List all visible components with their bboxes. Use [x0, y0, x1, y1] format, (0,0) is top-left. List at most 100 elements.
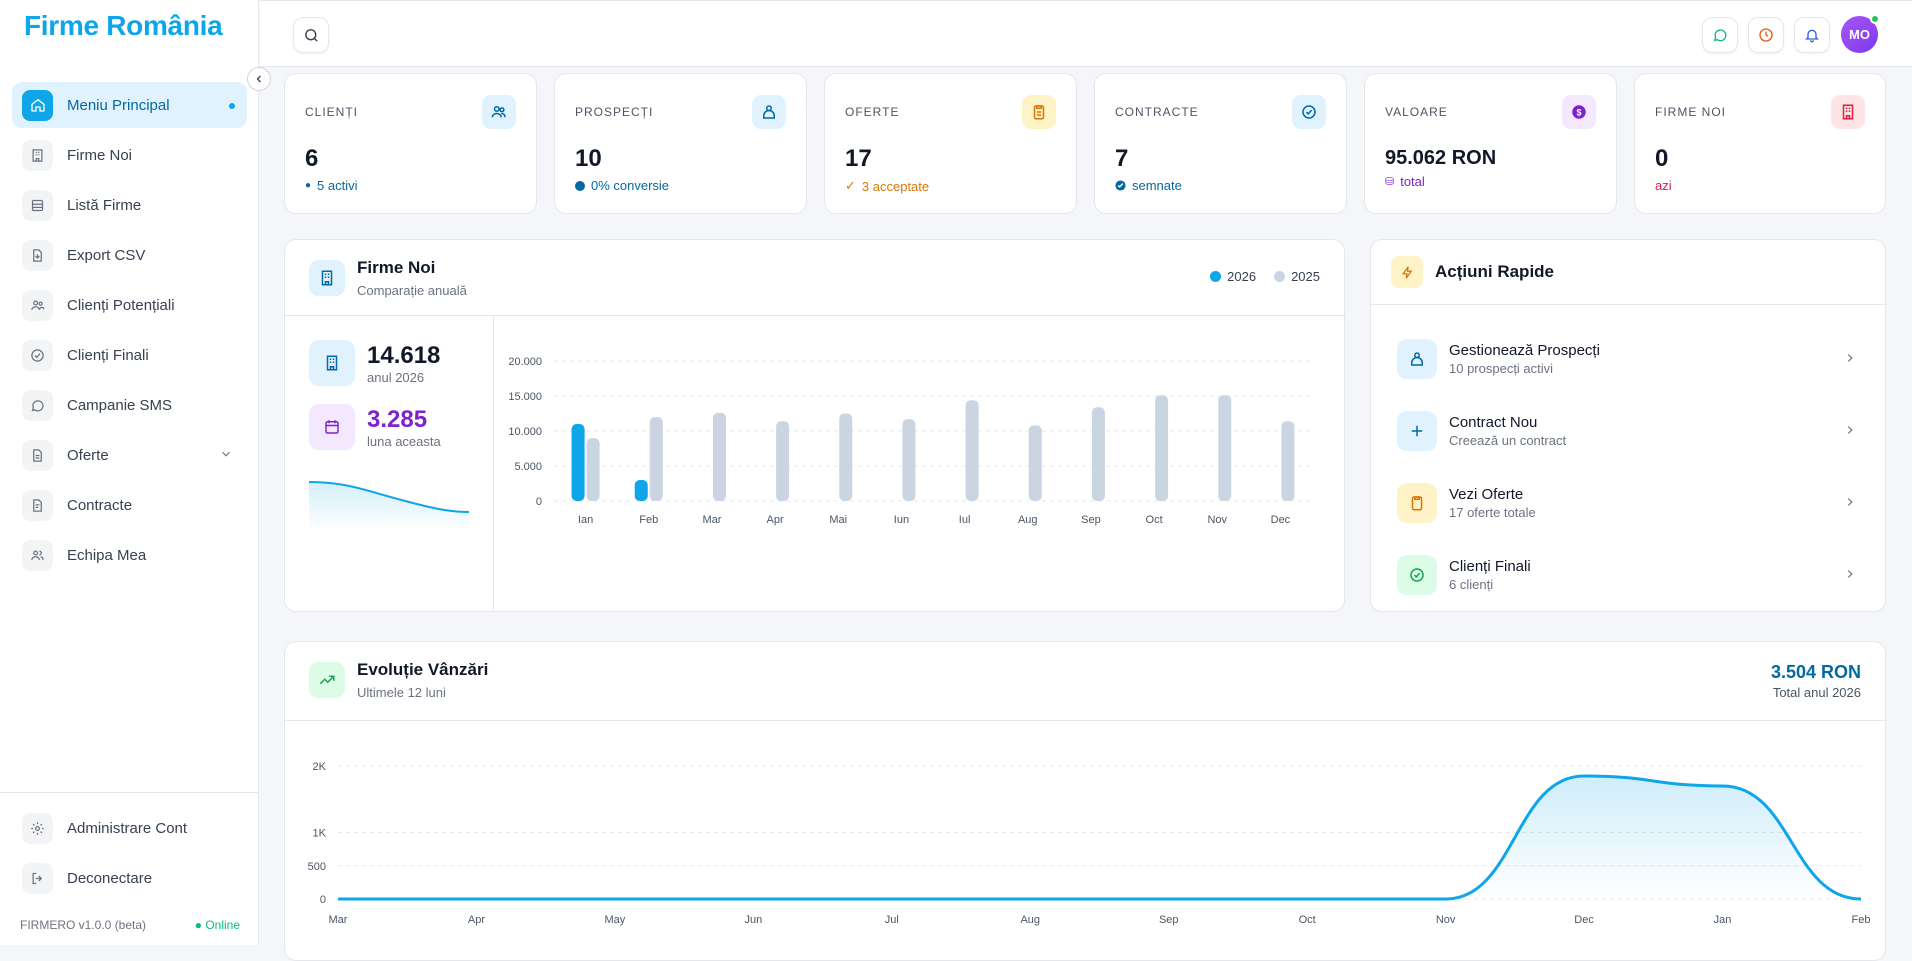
- stat-card-clienti[interactable]: CLIENȚI 6 ● 5 activi: [284, 73, 537, 214]
- quick-action-contract-nou[interactable]: Contract Nou Creează un contract: [1397, 405, 1857, 457]
- sidebar-item-meniu-principal[interactable]: Meniu Principal: [12, 82, 247, 128]
- stat-sub: azi: [1655, 178, 1672, 193]
- legend-swatch: [1274, 271, 1286, 282]
- panel-title: Acțiuni Rapide: [1435, 262, 1555, 281]
- check-circle-icon: [22, 339, 53, 371]
- chevron-left-icon: [256, 75, 261, 83]
- quick-action-vezi-oferte[interactable]: Vezi Oferte 17 oferte totale: [1397, 477, 1857, 529]
- legend-item-2025[interactable]: 2025: [1274, 269, 1320, 284]
- chart-legend: 2026 2025: [1210, 269, 1320, 284]
- chat-icon: [22, 389, 53, 421]
- bar-2026-Feb[interactable]: [634, 480, 648, 501]
- sidebar: Firme România Meniu Principal Firme Noi …: [0, 0, 259, 945]
- quick-action-title: Gestionează Prospecți: [1449, 342, 1600, 359]
- stat-card-oferte[interactable]: OFERTE 17 ✓ 3 acceptate: [824, 73, 1077, 214]
- avatar[interactable]: MO: [1841, 14, 1880, 53]
- sidebar-item-deconectare[interactable]: Deconectare: [12, 855, 247, 901]
- history-button[interactable]: [1748, 17, 1784, 53]
- bar-2025-Oct[interactable]: [1155, 395, 1169, 501]
- logout-icon: [22, 862, 53, 894]
- x-tick-label: May: [605, 914, 626, 926]
- sidebar-item-label: Oferte: [67, 446, 109, 464]
- bar-2025-Iul[interactable]: [965, 400, 979, 501]
- quick-action-sub: Creează un contract: [1449, 433, 1567, 448]
- sidebar-item-lista-firme[interactable]: Listă Firme: [12, 182, 247, 228]
- bullet-icon: ●: [305, 180, 312, 191]
- prospect-icon: [1397, 339, 1437, 379]
- sidebar-item-firme-noi[interactable]: Firme Noi: [12, 132, 247, 178]
- plus-icon: [1397, 411, 1437, 451]
- stat-label: PROSPECȚI: [575, 105, 654, 119]
- check-circle-icon: [1397, 555, 1437, 595]
- stat-value: 95.062 RON: [1385, 147, 1497, 169]
- total-value: 14.618: [367, 341, 441, 369]
- stat-card-prospecti[interactable]: PROSPECȚI 10 0% conversie: [554, 73, 807, 214]
- quick-action-clienti-finali[interactable]: Clienți Finali 6 clienți: [1397, 549, 1857, 601]
- legend-swatch: [1210, 271, 1222, 282]
- app-logo[interactable]: Firme România: [24, 10, 223, 41]
- bar-2025-Iun[interactable]: [902, 419, 916, 501]
- sidebar-item-echipa-mea[interactable]: Echipa Mea: [12, 532, 247, 578]
- quick-action-gestioneaza-prospecti[interactable]: Gestionează Prospecți 10 prospecți activi: [1397, 333, 1857, 385]
- stat-value: 6: [305, 145, 319, 172]
- gear-icon: [22, 812, 53, 844]
- total-summary: 14.618 anul 2026: [309, 340, 440, 386]
- sidebar-item-oferte[interactable]: Oferte: [12, 432, 247, 478]
- quick-actions-panel: Acțiuni Rapide Gestionează Prospecți 10 p…: [1370, 239, 1887, 612]
- bar-2025-Aug[interactable]: [1028, 425, 1042, 501]
- panel-title: Firme Noi: [357, 258, 436, 277]
- stat-card-contracte[interactable]: CONTRACTE 7 semnate: [1094, 73, 1347, 214]
- bar-2025-Mar[interactable]: [712, 412, 726, 501]
- sidebar-item-clienti-potentiali[interactable]: Clienți Potențiali: [12, 282, 247, 328]
- sales-evolution-panel: Evoluție Vânzări Ultimele 12 luni 3.504 …: [284, 641, 1887, 961]
- sales-total-value: 3.504 RON: [1770, 662, 1861, 682]
- legend-item-2026[interactable]: 2026: [1210, 269, 1256, 284]
- sidebar-nav: Meniu Principal Firme Noi Listă Firme Ex…: [12, 82, 247, 582]
- document-icon: [22, 439, 53, 471]
- svg-text:$: $: [1576, 107, 1581, 117]
- bar-2025-Feb[interactable]: [649, 417, 663, 501]
- y-tick-label: 5.000: [514, 461, 542, 473]
- quick-action-sub: 6 clienți: [1449, 577, 1494, 592]
- bar-2025-Dec[interactable]: [1281, 421, 1295, 501]
- app-version: FIRMERO v1.0.0 (beta): [20, 918, 147, 932]
- firme-noi-panel: Firme Noi Comparație anuală 2026 2025 14…: [284, 239, 1346, 612]
- search-button[interactable]: [293, 17, 329, 53]
- check-badge-icon: [1292, 95, 1326, 129]
- divider: [285, 720, 1887, 721]
- stat-label: CLIENȚI: [305, 105, 359, 119]
- sidebar-item-clienti-finali[interactable]: Clienți Finali: [12, 332, 247, 378]
- sidebar-item-export-csv[interactable]: Export CSV: [12, 232, 247, 278]
- legend-label: 2025: [1291, 269, 1320, 284]
- stat-card-valoare[interactable]: VALOARE $ 95.062 RON ⛁ total: [1364, 73, 1617, 214]
- sales-line[interactable]: [338, 774, 1862, 901]
- x-tick-label: Aug: [1018, 514, 1038, 526]
- notifications-button[interactable]: [1794, 17, 1830, 53]
- trending-up-icon: [309, 662, 345, 698]
- sidebar-item-campanie-sms[interactable]: Campanie SMS: [12, 382, 247, 428]
- contract-icon: [22, 489, 53, 521]
- x-tick-label: Iul: [959, 514, 971, 526]
- collapse-sidebar-button[interactable]: [247, 67, 271, 91]
- bar-2026-Ian[interactable]: [571, 424, 585, 501]
- sidebar-item-label: Deconectare: [67, 869, 153, 887]
- x-tick-label: Feb: [1852, 914, 1871, 926]
- chevron-down-icon[interactable]: [219, 447, 233, 465]
- area-fill: [338, 775, 1861, 899]
- bar-2025-Ian[interactable]: [586, 438, 600, 501]
- total-label: anul 2026: [367, 369, 425, 385]
- panel-header: Acțiuni Rapide: [1391, 256, 1554, 288]
- bar-2025-Mai[interactable]: [839, 413, 853, 502]
- sales-total: 3.504 RON Total anul 2026: [1771, 662, 1861, 700]
- file-export-icon: [22, 239, 53, 271]
- lightning-icon: [1391, 256, 1423, 288]
- bar-2025-Nov[interactable]: [1218, 395, 1232, 501]
- sidebar-item-administrare-cont[interactable]: Administrare Cont: [12, 805, 247, 851]
- bar-2025-Sep[interactable]: [1091, 407, 1105, 501]
- x-tick-label: Dec: [1574, 914, 1594, 926]
- stat-card-firme-noi[interactable]: FIRME NOI 0 azi: [1634, 73, 1886, 214]
- sidebar-item-contracte[interactable]: Contracte: [12, 482, 247, 528]
- bar-2025-Apr[interactable]: [776, 421, 790, 501]
- chat-button[interactable]: [1702, 17, 1738, 53]
- chevron-right-icon: [1843, 495, 1857, 514]
